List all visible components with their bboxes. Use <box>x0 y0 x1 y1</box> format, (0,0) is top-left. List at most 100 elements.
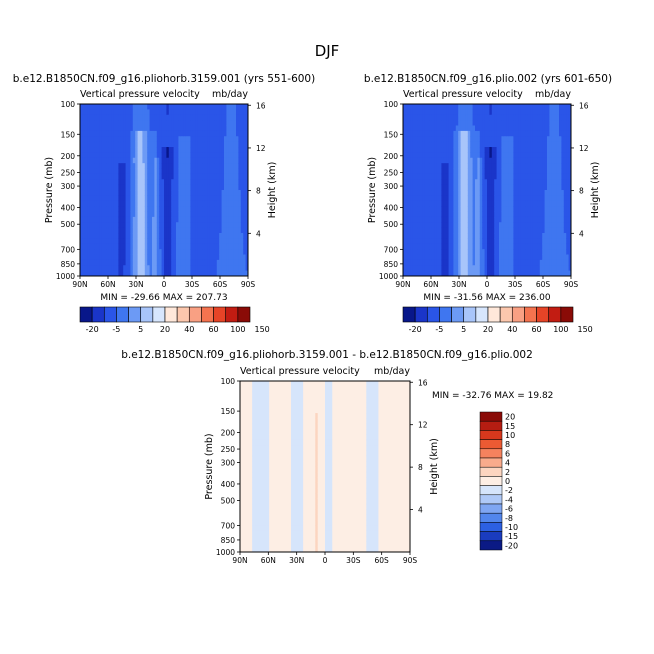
heatmap-cell <box>132 104 136 110</box>
heatmap-cell <box>209 109 213 116</box>
heatmap-cell <box>453 168 457 175</box>
heatmap-cell <box>431 104 435 110</box>
heatmap-cell <box>417 200 421 207</box>
heatmap-cell <box>482 227 485 234</box>
heatmap-cell <box>209 141 213 148</box>
heatmap-cell <box>549 147 553 153</box>
heatmap-cell <box>176 206 179 212</box>
heatmap-cell <box>195 141 198 148</box>
heatmap-cell <box>530 130 533 137</box>
heatmap-cell <box>264 535 268 542</box>
heatmap-cell <box>434 222 437 229</box>
heatmap-cell <box>142 184 146 191</box>
heatmap-cell <box>104 179 107 186</box>
heatmap-cell <box>458 179 461 186</box>
right-tick-label: 12 <box>579 144 589 153</box>
heatmap-cell <box>108 114 112 121</box>
heatmap-cell <box>559 243 562 250</box>
heatmap-cell <box>204 120 208 126</box>
heatmap-cell <box>403 243 406 250</box>
heatmap-cell <box>147 173 150 180</box>
heatmap-cell <box>410 233 413 239</box>
heatmap-cell <box>142 114 146 121</box>
heatmap-cell <box>116 163 119 169</box>
heatmap-cell <box>219 141 222 148</box>
heatmap-cell <box>252 514 255 521</box>
heatmap-cell <box>96 211 100 218</box>
heatmap-cell <box>561 125 565 132</box>
heatmap-cell <box>551 104 555 110</box>
heatmap-cell <box>551 195 555 202</box>
heatmap-cell <box>92 120 95 126</box>
heatmap-cell <box>431 211 435 218</box>
heatmap-cell <box>455 163 459 169</box>
heatmap-cell <box>532 157 536 164</box>
heatmap-cell <box>219 173 222 180</box>
heatmap-cell <box>87 195 90 202</box>
heatmap-cell <box>240 233 244 239</box>
heatmap-cell <box>120 200 124 207</box>
heatmap-cell <box>190 216 194 223</box>
heatmap-cell <box>207 179 210 186</box>
heatmap-cell <box>422 109 425 116</box>
heatmap-cell <box>506 259 509 266</box>
heatmap-cell <box>482 152 485 159</box>
heatmap-cell <box>188 179 191 186</box>
heatmap-cell <box>264 418 268 425</box>
heatmap-cell <box>99 114 102 121</box>
heatmap-cell <box>551 114 555 121</box>
heatmap-cell <box>159 233 162 239</box>
heatmap-cell <box>159 195 162 202</box>
heatmap-cell <box>515 163 519 169</box>
heatmap-cell <box>204 114 208 121</box>
heatmap-cell <box>111 211 114 218</box>
heatmap-cell <box>132 222 136 229</box>
heatmap-cell <box>470 125 473 132</box>
heatmap-cell <box>82 125 86 132</box>
heatmap-cell <box>451 173 454 180</box>
heatmap-cell <box>544 152 548 159</box>
heatmap-cell <box>142 254 146 261</box>
heatmap-cell <box>458 270 461 277</box>
heatmap-cell <box>180 211 184 218</box>
heatmap-cell <box>197 233 201 239</box>
heatmap-cell <box>455 227 459 234</box>
heatmap-cell <box>446 216 449 223</box>
heatmap-cell <box>515 259 519 266</box>
right-tick-label: 12 <box>256 144 266 153</box>
heatmap-cell <box>415 227 418 234</box>
heatmap-cell <box>101 270 105 277</box>
heatmap-cell <box>554 157 557 164</box>
heatmap-cell <box>439 211 442 218</box>
heatmap-cell <box>87 265 90 272</box>
heatmap-cell <box>441 104 445 110</box>
heatmap-cell <box>475 216 478 223</box>
heatmap-cell <box>568 147 572 153</box>
heatmap-cell <box>508 120 512 126</box>
heatmap-cell <box>178 168 182 175</box>
heatmap-cell <box>80 136 83 143</box>
heatmap-cell <box>231 254 234 261</box>
panel-bottom-diff: b.e12.B1850CN.f09_g16.pliohorb.3159.001 … <box>121 349 553 565</box>
heatmap-cell <box>513 163 517 169</box>
heatmap-cell <box>439 104 442 110</box>
heatmap-cell <box>168 243 172 250</box>
heatmap-cell <box>412 141 416 148</box>
heatmap-cell <box>513 206 517 212</box>
heatmap-cell <box>463 254 466 261</box>
heatmap-cell <box>130 147 134 153</box>
heatmap-cell <box>154 184 158 191</box>
colorbar-swatch <box>225 306 239 323</box>
heatmap-cell <box>240 530 243 537</box>
heatmap-cell <box>249 530 253 537</box>
heatmap-cell <box>475 130 478 137</box>
heatmap-cell <box>537 216 541 223</box>
heatmap-cell <box>185 222 189 229</box>
heatmap-cell <box>436 136 440 143</box>
heatmap-cell <box>185 227 189 234</box>
heatmap-cell <box>80 227 83 234</box>
heatmap-cell <box>259 498 263 505</box>
heatmap-cell <box>429 238 433 245</box>
heatmap-cell <box>501 104 505 110</box>
heatmap-cell <box>547 233 550 239</box>
